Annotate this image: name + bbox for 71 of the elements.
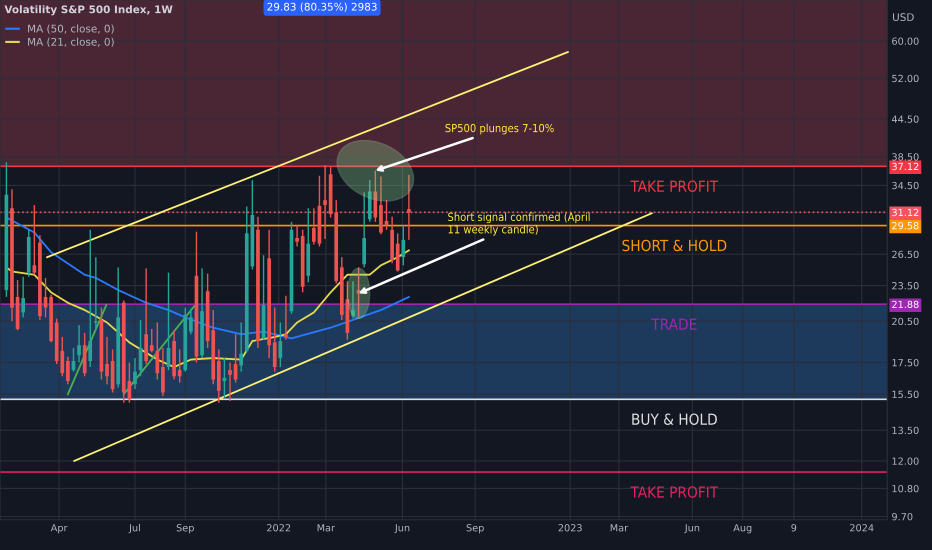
y-tick-label: 21.88 xyxy=(892,300,919,308)
y-tick-label: 60.00 xyxy=(892,37,919,45)
candlestick xyxy=(133,357,137,390)
candlestick xyxy=(189,308,193,335)
y-tick-label: 52.00 xyxy=(892,74,919,82)
candlestick xyxy=(21,276,25,318)
candlestick xyxy=(77,324,81,364)
x-tick-label: Mar xyxy=(318,524,336,532)
candlestick xyxy=(312,208,316,246)
x-tick-label: Apr xyxy=(50,524,68,534)
x-tick-label: Mar xyxy=(610,524,628,532)
x-tick-label: 9 xyxy=(791,524,796,532)
y-tick-label: 34.50 xyxy=(892,182,919,190)
x-tick-label: Sep xyxy=(466,524,484,534)
ref-line-label: SHORT & HOLD xyxy=(622,240,726,252)
x-tick-label: Sep xyxy=(176,524,194,534)
candlestick xyxy=(228,362,232,402)
y-tick-label: 20.50 xyxy=(892,318,919,326)
candlestick xyxy=(351,280,355,320)
y-tick-label: 23.50 xyxy=(892,282,919,290)
ref-line-label: BUY & HOLD xyxy=(632,413,717,425)
candlestick xyxy=(60,336,64,377)
y-tick-label: 38.50 xyxy=(892,153,919,161)
line-series xyxy=(5,216,410,340)
candlestick xyxy=(239,322,244,372)
candlestick xyxy=(356,266,360,318)
candlestick xyxy=(155,322,160,380)
candlestick xyxy=(401,224,406,266)
candlestick xyxy=(72,347,76,372)
x-tick-label: Aug xyxy=(733,524,752,534)
candlestick xyxy=(88,229,92,368)
x-tick-label: 2024 xyxy=(850,524,874,532)
ref-line-label: TAKE PROFIT xyxy=(630,180,718,192)
candlestick xyxy=(234,334,238,384)
y-tick-label: 15.50 xyxy=(892,390,919,398)
candlestick xyxy=(150,328,154,353)
ref-line-label: TRADE xyxy=(651,318,696,330)
y-tick-label: 17.50 xyxy=(892,358,919,366)
annotation: 29.83 (80.35%) 2983 xyxy=(267,2,377,12)
legend-label: MA (21, close, 0) xyxy=(28,38,114,47)
legend-label: MA (50, close, 0) xyxy=(28,24,114,34)
y-tick-label: 29.58 xyxy=(892,222,919,230)
y-axis-title: USD xyxy=(893,13,914,22)
x-tick-label: 2022 xyxy=(267,524,290,532)
y-tick-label: 44.50 xyxy=(892,115,919,123)
annotation: Short signal confirmed (April 11 weekly candle) xyxy=(448,212,590,236)
y-tick-label: 13.50 xyxy=(892,426,919,434)
chart-title: Volatility S&P 500 Index, 1W xyxy=(4,5,173,16)
y-tick-label: 9.70 xyxy=(892,512,912,520)
x-tick-label: 2023 xyxy=(558,524,582,532)
candlestick xyxy=(166,272,170,371)
candlestick xyxy=(407,174,411,241)
candlestick xyxy=(295,224,299,248)
candlestick xyxy=(32,204,36,276)
ref-line-label: TAKE PROFIT xyxy=(630,486,718,498)
annotation: SP500 plunges 7-10% xyxy=(445,124,554,134)
y-tick-label: 12.00 xyxy=(892,457,919,465)
candlestick xyxy=(66,356,70,385)
candlestick xyxy=(128,362,132,404)
x-tick-label: Jun xyxy=(394,524,410,534)
candlestick xyxy=(178,348,182,384)
x-tick-label: Jul xyxy=(128,524,140,534)
y-tick-label: 26.50 xyxy=(892,250,919,258)
candlestick xyxy=(278,322,282,368)
y-tick-label: 37.12 xyxy=(892,162,918,170)
y-tick-label: 31.12 xyxy=(892,208,918,216)
candlestick xyxy=(138,319,142,377)
candlestick xyxy=(94,256,98,331)
x-tick-label: Jun xyxy=(684,524,700,534)
candlestick xyxy=(323,164,327,240)
y-tick-label: 10.80 xyxy=(892,484,919,492)
